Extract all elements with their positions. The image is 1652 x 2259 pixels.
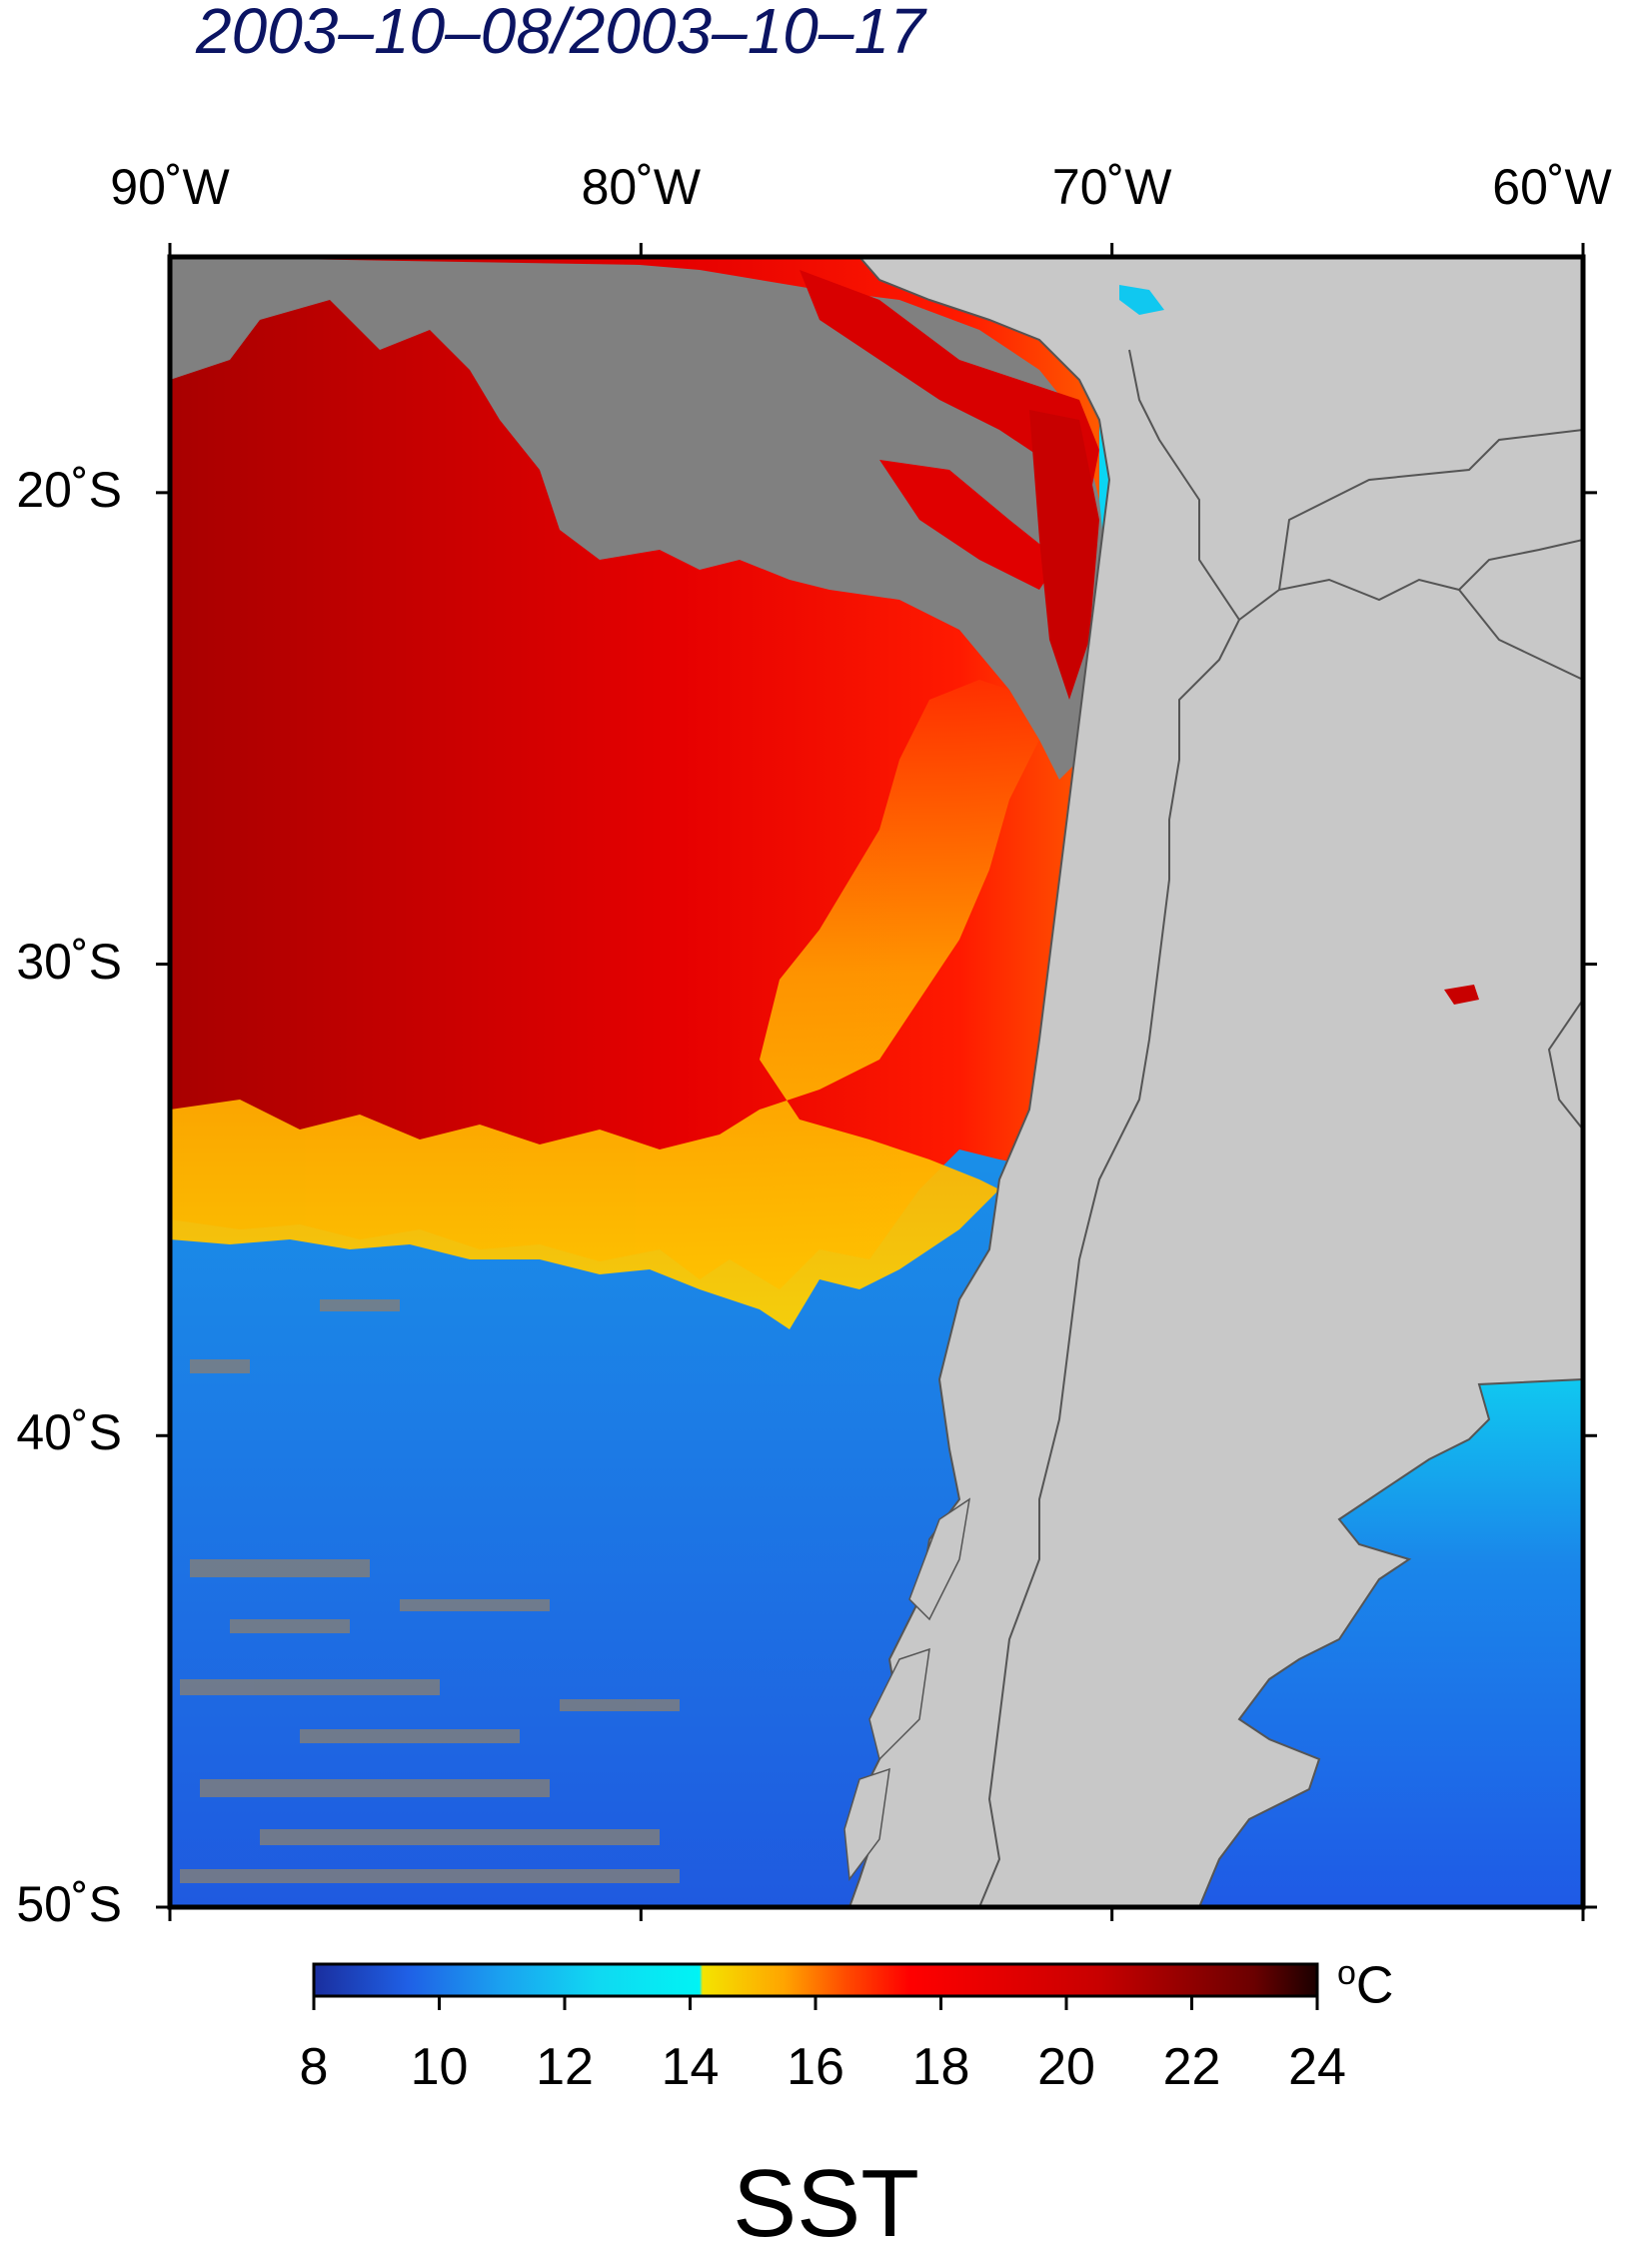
colorbar-tick-label: 14 (661, 2038, 720, 2096)
longitude-label: 90˚W (110, 159, 230, 215)
longitude-label: 70˚W (1051, 159, 1172, 215)
colorbar-tick-label: 22 (1162, 2038, 1221, 2096)
warm-streak (800, 270, 1099, 500)
colorbar (312, 1962, 1319, 2010)
longitude-label: 60˚W (1492, 159, 1612, 215)
no-data-speckle (180, 1299, 680, 1883)
warm-streak (879, 460, 1059, 590)
latitude-label: 40˚S (16, 1404, 122, 1461)
latitude-label: 20˚S (16, 461, 122, 518)
colorbar-tick-label: 16 (787, 2038, 844, 2096)
colorbar-tick-label: 10 (410, 2038, 469, 2096)
lake-titicaca (1119, 285, 1164, 315)
frontal-zone (170, 680, 1039, 1329)
latitude-ticks (156, 491, 1597, 1909)
lake-laguna (1444, 985, 1479, 1005)
longitude-ticks (168, 243, 1585, 1921)
chilean-archipelago (843, 1497, 971, 1881)
map-content (170, 257, 1583, 1907)
colorbar-tick-label: 18 (911, 2038, 970, 2096)
colorbar-tick-label: 20 (1037, 2038, 1095, 2096)
colorbar-gradient (312, 1962, 1319, 1998)
map-title: 2003–10–08/2003–10–17 (196, 0, 925, 67)
map-frame (167, 254, 1586, 1910)
country-borders (978, 349, 1583, 1907)
atlantic-ocean (1199, 1379, 1583, 1907)
colorbar-tick-label: 24 (1288, 2038, 1346, 2096)
warm-streak (1029, 410, 1099, 700)
longitude-label: 80˚W (581, 159, 702, 215)
variable-label: SST (733, 2150, 919, 2257)
colorbar-tick-label: 12 (536, 2038, 594, 2096)
colorbar-tick-label: 8 (299, 2038, 329, 2096)
no-data-cloud-region (170, 257, 1109, 780)
latitude-label: 30˚S (16, 933, 122, 990)
colorbar-units: oC (1337, 1954, 1394, 2015)
latitude-label: 50˚S (16, 1876, 122, 1932)
